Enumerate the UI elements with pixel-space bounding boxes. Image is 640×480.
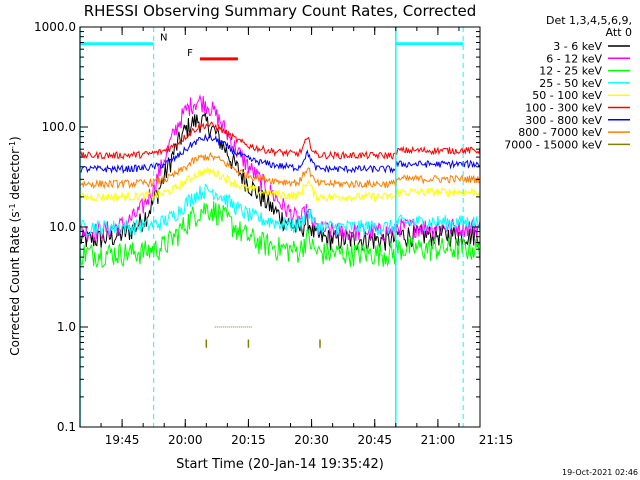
x-tick-label: 20:00 (168, 433, 203, 447)
legend-label: 25 - 50 keV (539, 77, 602, 90)
y-axis-label-sup2: -1 (8, 141, 17, 149)
y-axis-label-main: Corrected Count Rate (s (8, 211, 22, 355)
flag-label-F: F (187, 48, 193, 59)
series-line (79, 151, 481, 190)
footer-date: 19-Oct-2021 02:46 (562, 468, 638, 477)
axes: 0.1 1.0 10.0 100.0 1000.0 19:45 20:00 20:15 20:3… (34, 20, 513, 447)
series-line (79, 183, 481, 237)
x-axis-label: Start Time (20-Jan-14 19:35:42) (176, 457, 384, 472)
x-tick-label: 20:30 (294, 433, 329, 447)
x-tick-label: 21:15 (479, 433, 514, 447)
legend-label: 800 - 7000 keV (518, 126, 602, 139)
y-tick-label: 0.1 (57, 420, 76, 434)
x-tick-label: 20:15 (231, 433, 266, 447)
x-tick-label: 21:00 (421, 433, 456, 447)
legend-label: 300 - 800 keV (525, 114, 602, 127)
y-tick-label: 1.0 (57, 320, 76, 334)
legend-label: 12 - 25 keV (539, 65, 602, 78)
series-line (79, 133, 481, 175)
y-axis-label-end: ) (8, 136, 22, 141)
legend-label: 100 - 300 keV (525, 102, 602, 115)
y-tick-label: 10.0 (49, 220, 76, 234)
legend-header-line2: Att 0 (606, 26, 632, 39)
legend-label: 7000 - 15000 keV (504, 138, 602, 151)
series-line (79, 201, 481, 269)
legend-label: 3 - 6 keV (553, 40, 602, 53)
y-axis-label-sup1: -1 (8, 203, 17, 211)
legend-label: 50 - 100 keV (532, 89, 602, 102)
flag-label-N: N (160, 33, 167, 44)
series-layer (79, 94, 481, 348)
y-tick-label: 100.0 (42, 120, 76, 134)
legend-label: 6 - 12 keV (546, 52, 602, 65)
series-line (79, 166, 481, 203)
y-axis-label-mid: detector (8, 149, 22, 204)
chart-title: RHESSI Observing Summary Count Rates, Co… (84, 2, 477, 20)
x-tick-label: 19:45 (105, 433, 140, 447)
legend-header: Det 1,3,4,5,6,9, Att 0 (546, 14, 632, 39)
series-line (79, 121, 481, 161)
legend-header-line1: Det 1,3,4,5,6,9, (546, 14, 632, 27)
y-tick-label: 1000.0 (34, 20, 76, 34)
y-axis-label: Corrected Count Rate (s-1 detector-1) (8, 136, 23, 355)
series-line (79, 112, 481, 251)
x-tick-label: 20:45 (357, 433, 392, 447)
